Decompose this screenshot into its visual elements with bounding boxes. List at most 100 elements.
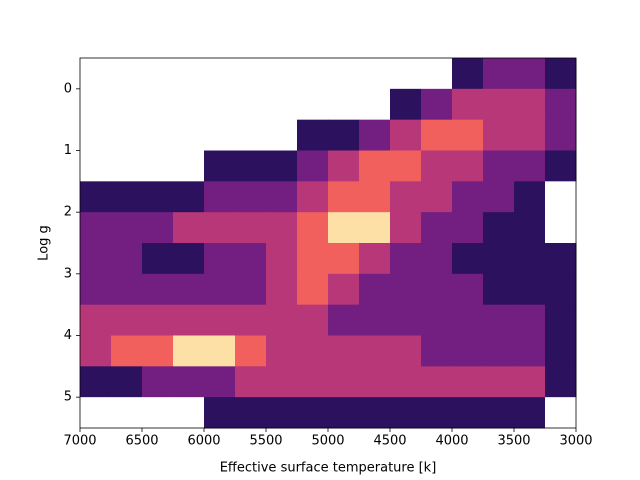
bin bbox=[80, 335, 112, 367]
bin bbox=[483, 397, 515, 429]
bin bbox=[483, 119, 515, 151]
bin bbox=[328, 58, 360, 90]
bin bbox=[173, 304, 205, 336]
bin bbox=[421, 181, 453, 213]
bin bbox=[235, 366, 267, 398]
bin bbox=[328, 397, 360, 429]
bin bbox=[359, 243, 391, 275]
bin bbox=[235, 150, 267, 182]
bin bbox=[111, 58, 143, 90]
bin bbox=[173, 243, 205, 275]
bin bbox=[483, 273, 515, 306]
bin bbox=[173, 58, 205, 90]
bin bbox=[235, 181, 267, 213]
bin bbox=[452, 88, 484, 121]
bin bbox=[173, 181, 205, 213]
bin bbox=[545, 366, 577, 398]
bin bbox=[328, 304, 360, 336]
bin bbox=[297, 273, 329, 306]
bin bbox=[111, 304, 143, 336]
bin bbox=[142, 243, 174, 275]
bin bbox=[297, 243, 329, 275]
bin bbox=[297, 366, 329, 398]
bin bbox=[266, 88, 298, 121]
bin bbox=[142, 58, 174, 90]
x-tick-label: 5000 bbox=[311, 434, 344, 449]
bin bbox=[545, 212, 577, 244]
bin bbox=[297, 88, 329, 121]
bin bbox=[545, 243, 577, 275]
bin bbox=[204, 119, 236, 151]
bin bbox=[359, 273, 391, 306]
bin bbox=[266, 212, 298, 244]
bin bbox=[235, 58, 267, 90]
bin bbox=[235, 212, 267, 244]
bin bbox=[359, 150, 391, 182]
y-tick-label: 4 bbox=[64, 328, 72, 343]
bin bbox=[483, 366, 515, 398]
bin bbox=[111, 397, 143, 429]
bin bbox=[235, 243, 267, 275]
bin bbox=[483, 243, 515, 275]
bin bbox=[142, 273, 174, 306]
bin bbox=[266, 397, 298, 429]
x-tick-label: 3000 bbox=[559, 434, 592, 449]
bin bbox=[173, 366, 205, 398]
bin bbox=[111, 335, 143, 367]
x-tick-label: 3500 bbox=[497, 434, 530, 449]
bin bbox=[359, 304, 391, 336]
bin bbox=[483, 212, 515, 244]
bin bbox=[483, 58, 515, 90]
bin bbox=[421, 58, 453, 90]
bin bbox=[142, 181, 174, 213]
x-tick-label: 6000 bbox=[187, 434, 220, 449]
y-tick-label: 5 bbox=[64, 390, 72, 405]
bin bbox=[359, 181, 391, 213]
bin bbox=[111, 212, 143, 244]
bin bbox=[545, 181, 577, 213]
bin bbox=[235, 273, 267, 306]
bin bbox=[235, 397, 267, 429]
bin bbox=[390, 119, 422, 151]
bin bbox=[173, 212, 205, 244]
bin bbox=[452, 273, 484, 306]
bin bbox=[173, 119, 205, 151]
bin bbox=[545, 397, 577, 429]
x-axis-label: Effective surface temperature [k] bbox=[220, 461, 437, 476]
bin bbox=[514, 397, 546, 429]
bin bbox=[545, 88, 577, 121]
bin bbox=[297, 150, 329, 182]
bin bbox=[359, 58, 391, 90]
bin bbox=[514, 366, 546, 398]
bin bbox=[452, 150, 484, 182]
bin bbox=[359, 88, 391, 121]
bin bbox=[173, 335, 205, 367]
bin bbox=[514, 212, 546, 244]
bin bbox=[204, 212, 236, 244]
bin bbox=[80, 366, 112, 398]
bin bbox=[390, 397, 422, 429]
bin bbox=[328, 119, 360, 151]
x-tick-label: 7000 bbox=[63, 434, 96, 449]
bin bbox=[390, 366, 422, 398]
bin bbox=[390, 58, 422, 90]
bin bbox=[545, 273, 577, 306]
bin bbox=[266, 119, 298, 151]
bin bbox=[80, 181, 112, 213]
bin bbox=[297, 58, 329, 90]
bin bbox=[421, 243, 453, 275]
bin bbox=[173, 88, 205, 121]
bin bbox=[514, 119, 546, 151]
bin bbox=[80, 150, 112, 182]
bin bbox=[390, 150, 422, 182]
bin bbox=[452, 366, 484, 398]
bin bbox=[514, 88, 546, 121]
bin bbox=[204, 335, 236, 367]
bin bbox=[173, 273, 205, 306]
bin bbox=[328, 273, 360, 306]
bin bbox=[204, 181, 236, 213]
bin bbox=[328, 243, 360, 275]
y-tick-label: 0 bbox=[64, 81, 72, 96]
y-tick-label: 3 bbox=[64, 266, 72, 281]
